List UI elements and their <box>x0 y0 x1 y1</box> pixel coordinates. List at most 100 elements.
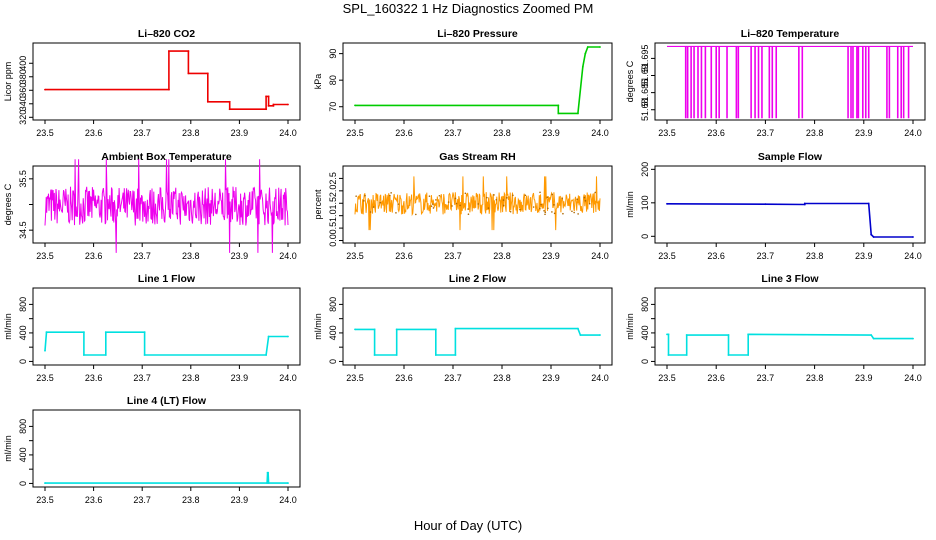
y-tick-label: 0 <box>18 481 28 486</box>
y-tick-label: 2.5 <box>328 172 338 185</box>
data-point <box>577 327 579 330</box>
y-tick-label: 360 <box>18 83 28 98</box>
data-point <box>872 337 875 340</box>
data-point <box>576 198 579 201</box>
y-tick-label: 800 <box>18 297 28 312</box>
data-point <box>667 354 670 356</box>
data-point <box>428 195 431 197</box>
x-tick-label: 23.5 <box>346 373 364 383</box>
data-point <box>493 194 495 196</box>
panel-co2: Li–820 CO2 23.5 23.6 23.7 23.8 23.9 24.0 320340… <box>3 28 301 138</box>
x-tick-label: 24.0 <box>904 251 922 261</box>
data-point <box>272 103 275 106</box>
data-point <box>143 331 146 334</box>
data-point <box>287 482 289 484</box>
data-point <box>553 212 556 215</box>
data-point <box>415 213 417 216</box>
data-point <box>287 103 289 106</box>
x-tick-label: 23.5 <box>36 128 54 138</box>
x-tick-label: 23.6 <box>395 373 413 383</box>
data-point <box>553 204 555 206</box>
x-tick-label: 23.9 <box>855 251 873 261</box>
x-tick-label: 23.7 <box>444 128 462 138</box>
x-tick-label: 23.9 <box>542 373 560 383</box>
panel-title: Line 3 Flow <box>761 273 819 285</box>
y-axis-label: ml/min <box>625 191 635 218</box>
x-tick-label: 23.6 <box>395 251 413 261</box>
y-tick-label: 51.69 <box>640 64 650 87</box>
data-point <box>532 206 535 208</box>
data-point <box>355 195 357 197</box>
y-tick-label: 340 <box>18 96 28 111</box>
panel-temperature: Li–820 Temperature 23.5 23.6 23.7 23.8 23.9 24… <box>625 28 926 138</box>
data-point <box>455 202 458 205</box>
y-tick-label: 100 <box>640 195 650 210</box>
data-point <box>467 208 469 210</box>
x-tick-label: 24.0 <box>279 128 297 138</box>
data-point <box>44 482 46 484</box>
series-line-line4 <box>45 471 288 484</box>
x-tick-label: 23.9 <box>855 128 873 138</box>
data-point <box>519 208 521 211</box>
x-tick-label: 23.6 <box>707 373 725 383</box>
x-tick-label: 23.6 <box>85 128 103 138</box>
data-point <box>168 88 170 91</box>
data-point <box>267 471 269 474</box>
data-point <box>434 354 437 356</box>
data-point <box>454 197 457 200</box>
x-tick-label: 24.0 <box>279 251 297 261</box>
panel-title: Line 1 Flow <box>138 273 196 285</box>
plot-frame <box>32 287 301 366</box>
data-point <box>447 201 450 203</box>
panel-pressure: Li–820 Pressure 23.5 23.6 23.7 23.8 23.9 24.0 7… <box>313 28 613 138</box>
data-point <box>584 199 587 202</box>
x-tick-label: 23.6 <box>85 373 103 383</box>
x-tick-label: 23.8 <box>806 373 824 383</box>
x-tick-label: 23.5 <box>36 373 54 383</box>
data-point <box>540 203 542 206</box>
data-point <box>747 354 750 356</box>
panel-title: Li–820 Temperature <box>741 28 840 40</box>
data-point <box>287 335 289 338</box>
data-point <box>206 100 209 103</box>
data-point <box>104 354 107 356</box>
x-tick-label: 23.5 <box>658 251 676 261</box>
x-tick-label: 23.7 <box>757 251 775 261</box>
data-point <box>265 95 268 98</box>
data-point <box>551 193 554 196</box>
data-point <box>228 100 231 103</box>
x-tick-label: 23.9 <box>855 373 873 383</box>
data-point <box>438 194 441 197</box>
plot-frame <box>342 165 613 244</box>
x-tick-label: 23.6 <box>707 128 725 138</box>
data-point <box>727 334 730 336</box>
data-point <box>583 196 586 199</box>
y-tick-label: 0.0 <box>328 234 338 247</box>
data-point <box>206 72 209 75</box>
data-point <box>544 211 547 214</box>
panel-line2: Line 2 Flow 23.5 23.6 23.7 23.8 23.9 24.0 0 400 8… <box>313 273 613 383</box>
x-tick-label: 23.7 <box>444 373 462 383</box>
x-tick-label: 24.0 <box>904 373 922 383</box>
data-point <box>667 333 670 336</box>
y-tick-label: 320 <box>18 110 28 125</box>
panel-title: Sample Flow <box>758 151 823 163</box>
x-tick-label: 23.5 <box>658 128 676 138</box>
x-tick-label: 23.6 <box>85 495 103 505</box>
x-tick-label: 23.8 <box>182 373 200 383</box>
series-line-line1 <box>44 331 288 356</box>
plot-frame <box>342 287 613 366</box>
series-line-line3 <box>667 333 913 356</box>
data-point <box>187 72 190 75</box>
plot-frame <box>654 287 926 366</box>
y-tick-label: 1.5 <box>328 197 338 210</box>
y-tick-label: 70 <box>328 102 338 112</box>
data-point <box>666 333 668 336</box>
x-tick-label: 23.7 <box>133 251 151 261</box>
data-point <box>265 354 268 356</box>
data-point <box>557 112 560 115</box>
y-tick-label: 51.695 <box>640 45 650 73</box>
data-point <box>487 207 490 209</box>
x-tick-label: 23.8 <box>493 251 511 261</box>
